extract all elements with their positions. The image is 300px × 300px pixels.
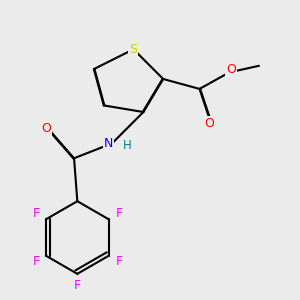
Text: F: F: [115, 255, 122, 268]
Text: S: S: [130, 43, 137, 56]
Text: O: O: [205, 117, 214, 130]
Text: F: F: [32, 207, 39, 220]
Text: F: F: [115, 207, 122, 220]
Text: H: H: [122, 139, 131, 152]
Text: O: O: [41, 122, 51, 135]
Text: N: N: [104, 137, 113, 150]
Text: F: F: [74, 279, 81, 292]
Text: O: O: [226, 63, 236, 76]
Text: F: F: [32, 255, 39, 268]
